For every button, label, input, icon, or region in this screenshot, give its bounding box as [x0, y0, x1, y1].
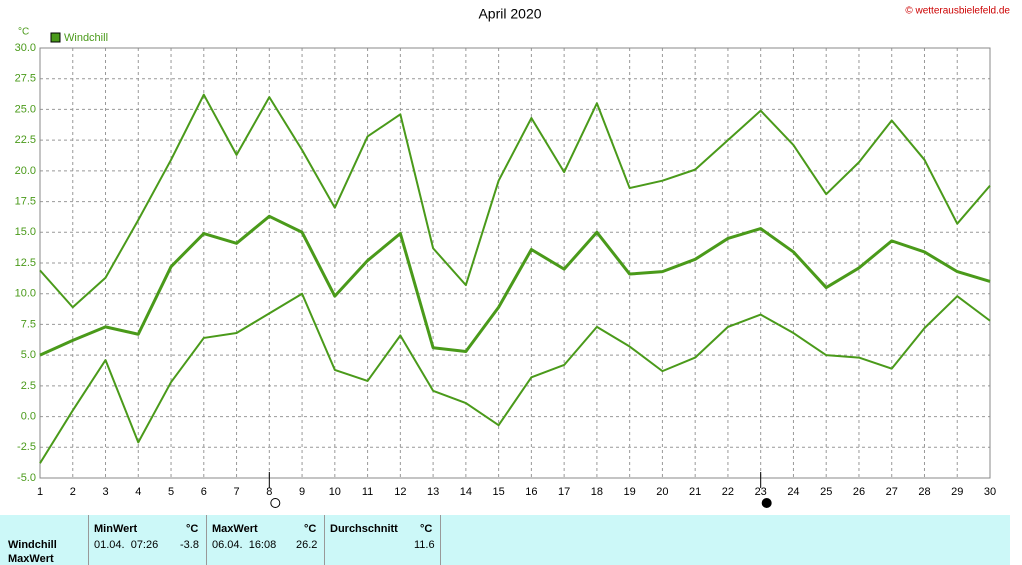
x-tick-label: 22: [722, 486, 734, 498]
x-tick-label: 4: [135, 486, 141, 498]
y-tick-label: 7.5: [21, 318, 36, 330]
value: 26.2: [296, 539, 318, 551]
y-tick-label: 0.0: [21, 410, 36, 422]
x-tick-label: 21: [689, 486, 701, 498]
y-tick-label: 15.0: [15, 226, 36, 238]
x-tick-label: 30: [984, 486, 996, 498]
x-tick-label: 27: [886, 486, 898, 498]
row-label: Windchill: [8, 539, 57, 551]
series-line: [39, 292, 991, 464]
separator: [440, 515, 441, 565]
unit-label: °C: [18, 27, 29, 38]
separator: [88, 515, 89, 565]
row-label: MaxWert: [8, 553, 54, 565]
chart-title: April 2020: [478, 6, 541, 22]
stats-panel: Windchill MaxWert MinWert °C 01.04. 07:2…: [0, 515, 1010, 565]
y-tick-label: 17.5: [15, 195, 36, 207]
series-line: [39, 214, 991, 357]
x-tick-label: 7: [233, 486, 239, 498]
plot-frame: [39, 47, 991, 479]
chart: April 2020 © wetterausbielefeld.de °C Wi…: [15, 6, 1010, 508]
x-tick-label: 6: [201, 486, 207, 498]
y-tick-label: 22.5: [15, 134, 36, 146]
header: MinWert: [94, 523, 138, 535]
separator: [206, 515, 207, 565]
x-tick-label: 17: [558, 486, 570, 498]
x-tick-label: 15: [492, 486, 504, 498]
x-tick-label: 23: [755, 486, 767, 498]
x-tick-label: 8: [266, 486, 272, 498]
x-tick-label: 11: [362, 486, 373, 498]
time: 01.04. 07:26: [94, 539, 159, 551]
series-line: [39, 93, 991, 309]
x-tick-label: 9: [299, 486, 305, 498]
y-tick-label: 27.5: [15, 73, 36, 85]
x-tick-label: 5: [168, 486, 174, 498]
y-tick-label: -2.5: [17, 441, 36, 453]
y-tick-label: 25.0: [15, 103, 36, 115]
time: 06.04. 16:08: [212, 539, 277, 551]
value: 11.6: [414, 539, 435, 551]
x-tick-label: 16: [525, 486, 537, 498]
x-tick-label: 28: [918, 486, 930, 498]
x-tick-label: 26: [853, 486, 865, 498]
x-tick-label: 14: [460, 486, 472, 498]
legend-label: Windchill: [64, 32, 108, 44]
y-tick-label: 2.5: [21, 380, 36, 392]
y-tick-label: -5.0: [17, 472, 36, 484]
unit: °C: [304, 523, 317, 535]
x-tick-label: 20: [656, 486, 668, 498]
x-tick-label: 3: [102, 486, 108, 498]
header: Durchschnitt: [330, 523, 398, 535]
y-tick-label: 30.0: [15, 42, 36, 54]
x-tick-label: 29: [951, 486, 963, 498]
legend-swatch: [50, 32, 61, 43]
copyright: © wetterausbielefeld.de: [905, 6, 1010, 17]
x-tick-label: 18: [591, 486, 603, 498]
x-tick-label: 13: [427, 486, 439, 498]
x-tick-label: 10: [329, 486, 341, 498]
unit: °C: [186, 523, 199, 535]
x-tick-label: 2: [70, 486, 76, 498]
moon-marker: [270, 498, 281, 508]
separator: [324, 515, 325, 565]
x-tick-label: 1: [37, 486, 43, 498]
y-tick-label: 10.0: [15, 288, 36, 300]
value: -3.8: [180, 539, 199, 551]
y-tick-label: 5.0: [21, 349, 36, 361]
y-tick-label: 12.5: [15, 257, 36, 269]
y-tick-label: 20.0: [15, 165, 36, 177]
x-tick-label: 19: [624, 486, 636, 498]
header: MaxWert: [212, 523, 258, 535]
x-tick-label: 12: [394, 486, 406, 498]
unit: °C: [420, 523, 433, 535]
x-tick-label: 24: [787, 486, 799, 498]
x-tick-label: 25: [820, 486, 832, 498]
moon-marker: [761, 498, 772, 508]
